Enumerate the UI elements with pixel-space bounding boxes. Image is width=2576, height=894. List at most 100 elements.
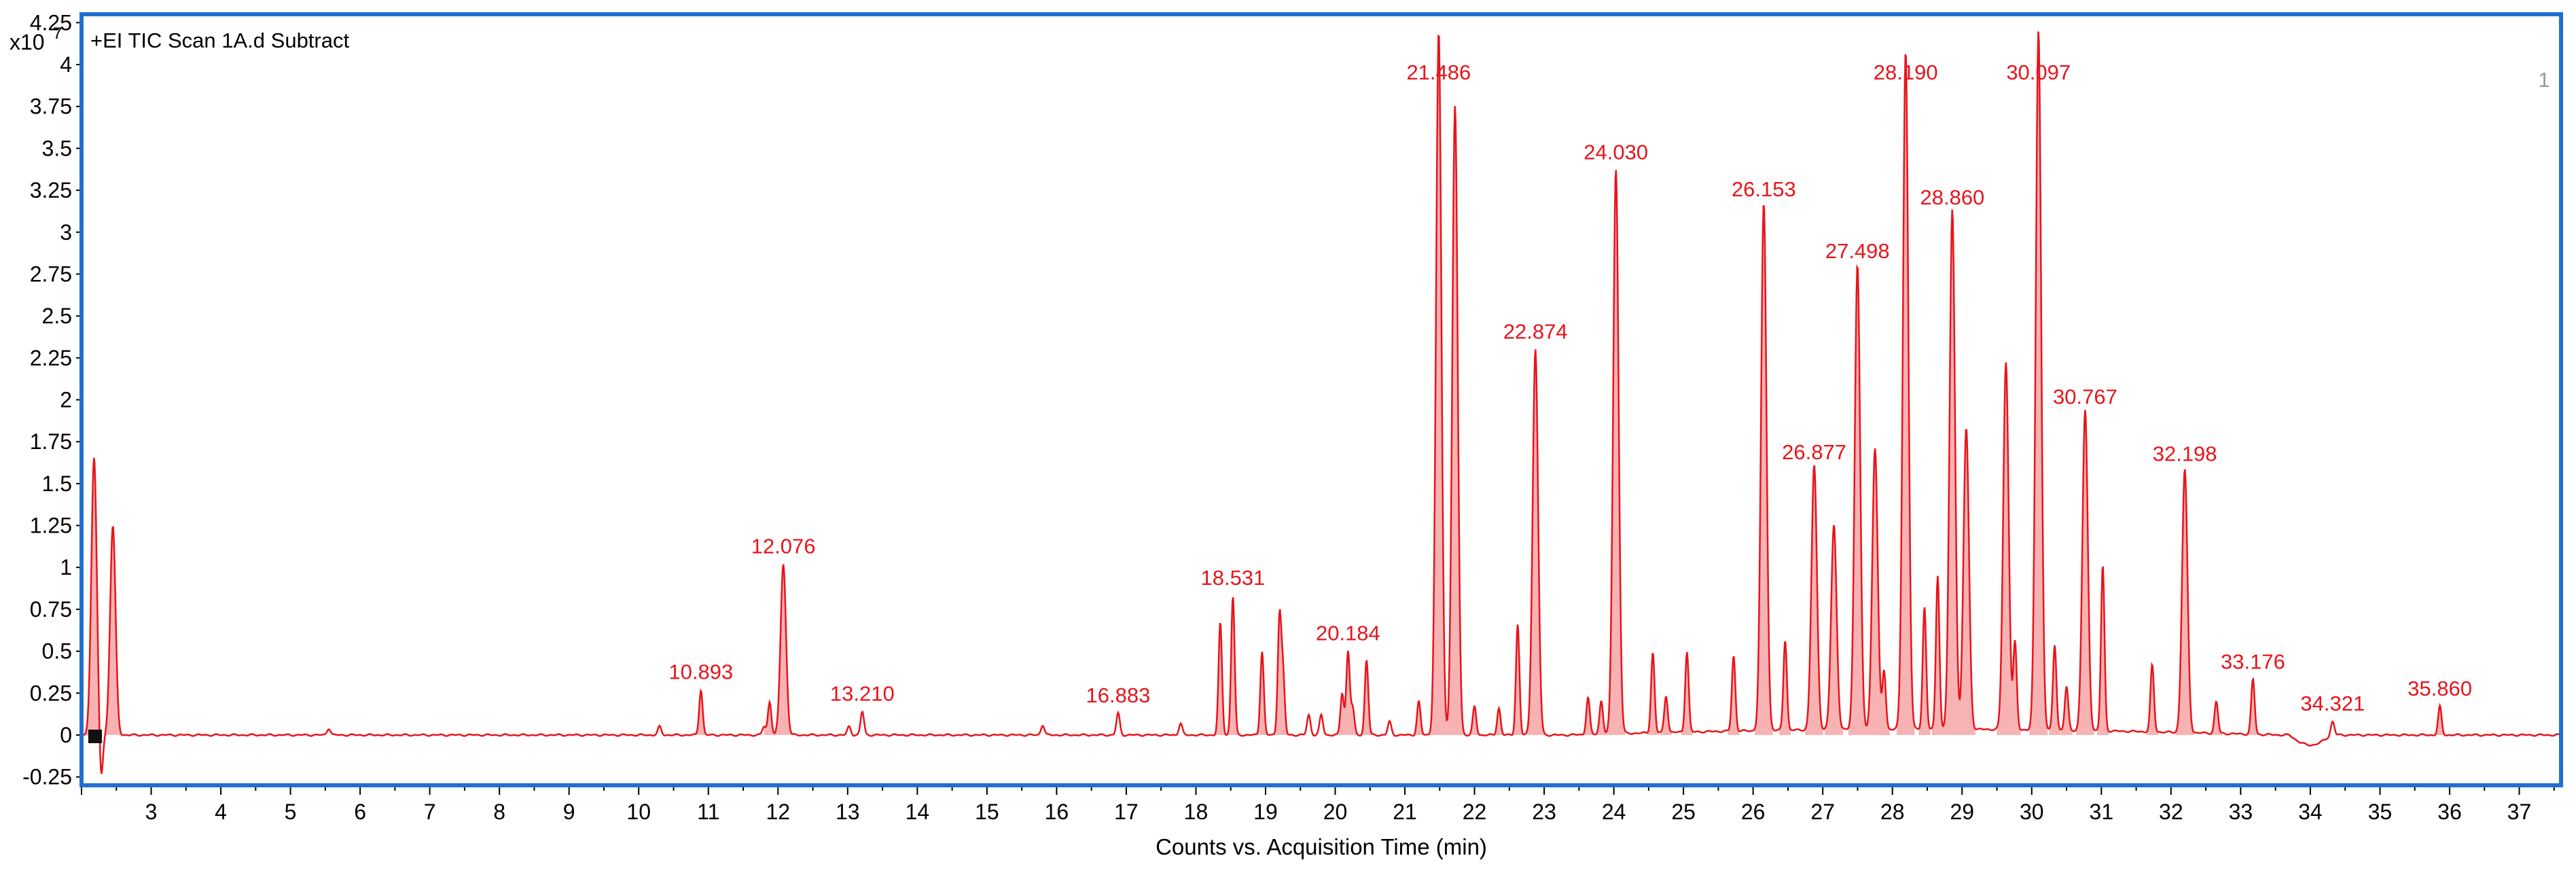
peak-area [84, 457, 103, 735]
peak-area [1607, 170, 1626, 735]
y-tick-label: 0 [60, 723, 72, 747]
x-tick-label: 17 [1114, 800, 1139, 824]
peak-label: 26.153 [1732, 177, 1796, 201]
peak-area [1492, 708, 1505, 735]
x-tick-label: 7 [424, 800, 436, 824]
peak-area [1754, 205, 1773, 735]
y-tick-label: 0.25 [30, 681, 72, 705]
plot-frame [79, 12, 2563, 787]
peak-label: 27.498 [1825, 239, 1890, 263]
x-tick-label: 5 [285, 800, 297, 824]
peak-label: 30.767 [2053, 385, 2117, 409]
x-tick-label: 21 [1393, 800, 1417, 824]
x-tick-label: 14 [906, 800, 930, 824]
peak-area [774, 564, 793, 735]
x-axis-title: Counts vs. Acquisition Time (min) [1156, 834, 1487, 859]
y-axis-ticks: -0.25 0 0.25 0.5 0.75 1 1.25 1.5 1.75 2 2.25 2.5 2.7… [22, 10, 82, 789]
y-tick-label: 3.25 [30, 178, 72, 202]
y-multiplier-base: x10 [10, 30, 45, 54]
peak-area [1361, 660, 1373, 735]
peak-area [2175, 469, 2194, 735]
x-tick-label: 9 [563, 800, 575, 824]
x-tick-label: 10 [626, 800, 651, 824]
y-tick-label: 4.25 [30, 10, 72, 35]
peak-label: 16.883 [1086, 683, 1151, 707]
x-tick-label: 20 [1323, 800, 1348, 824]
x-tick-label: 34 [2298, 800, 2323, 824]
peak-area [1878, 605, 1891, 735]
y-tick-label: 3.75 [30, 94, 72, 119]
x-tick-label: 8 [493, 800, 505, 824]
peak-area [2029, 31, 2048, 735]
peak-label: 26.877 [1782, 440, 1846, 464]
x-tick-label: 27 [1810, 800, 1835, 824]
peak-label: 28.190 [1874, 60, 1938, 84]
y-tick-label: 1.5 [42, 471, 72, 496]
x-tick-label: 18 [1184, 800, 1209, 824]
peak-label: 35.860 [2408, 677, 2472, 700]
y-tick-label: 1 [60, 555, 72, 579]
x-tick-label: 29 [1950, 800, 1974, 824]
x-tick-label: 23 [1532, 800, 1556, 824]
x-tick-label: 31 [2090, 800, 2114, 824]
y-tick-label: 4 [60, 52, 72, 77]
peak-label: 10.893 [668, 660, 733, 683]
peak-area [2433, 705, 2446, 735]
peak-area [1511, 624, 1524, 735]
y-multiplier-label: x10 7 [10, 24, 62, 54]
peak-label: 12.076 [751, 534, 816, 558]
peak-label: 21.486 [1406, 60, 1471, 84]
x-tick-label: 3 [145, 800, 158, 824]
y-tick-label: 2.75 [30, 262, 72, 286]
peak-label: 24.030 [1584, 140, 1648, 164]
peak-area [103, 527, 122, 735]
y-tick-label: 0.75 [30, 597, 72, 622]
y-tick-label: 0.5 [42, 639, 72, 664]
y-multiplier-exponent: 7 [53, 24, 62, 43]
x-tick-label: 30 [2020, 800, 2044, 824]
start-marker[interactable] [88, 730, 102, 743]
x-tick-label: 37 [2507, 800, 2532, 824]
peak-area [1896, 54, 1915, 735]
peak-label: 32.198 [2153, 442, 2217, 466]
x-tick-label: 25 [1671, 800, 1696, 824]
x-tick-label: 32 [2159, 800, 2183, 824]
y-tick-label: 1.75 [30, 429, 72, 454]
panel-title: +EI TIC Scan 1A.d Subtract [90, 29, 349, 52]
x-tick-label: 22 [1463, 800, 1487, 824]
y-tick-label: 3 [60, 220, 72, 245]
peak-label: 20.184 [1316, 622, 1380, 645]
x-tick-label: 28 [1880, 800, 1905, 824]
peak-area [1429, 35, 1448, 735]
peak-area [1412, 701, 1425, 735]
x-tick-label: 13 [836, 800, 860, 824]
peak-label: 33.176 [2221, 650, 2285, 674]
x-tick-label: 24 [1602, 800, 1626, 824]
x-tick-label: 19 [1253, 800, 1278, 824]
peak-area [1227, 597, 1239, 735]
x-tick-label: 4 [215, 800, 227, 824]
x-tick-label: 6 [354, 800, 366, 824]
peak-label: 13.210 [830, 681, 895, 705]
peak-area [1526, 349, 1545, 735]
x-tick-label: 16 [1045, 800, 1069, 824]
x-tick-label: 26 [1741, 800, 1766, 824]
peak-area [1943, 209, 1962, 735]
x-tick-label: 11 [697, 800, 719, 824]
tic-trace-line [81, 31, 2562, 774]
peak-label: 18.531 [1200, 566, 1265, 590]
peak-area [1214, 623, 1226, 735]
peak-label: 22.874 [1503, 319, 1568, 343]
x-axis-ticks: 3 4 5 6 7 8 9 10 11 12 13 14 15 16 17 18 19 20 21 22 23 24 25 2… [81, 785, 2555, 824]
y-tick-label: -0.25 [22, 765, 72, 789]
peak-label: 28.860 [1920, 185, 1984, 209]
y-tick-label: 2.25 [30, 346, 72, 370]
y-tick-label: 3.5 [42, 136, 72, 160]
x-tick-label: 36 [2437, 800, 2462, 824]
y-tick-label: 2 [60, 388, 72, 412]
peak-label: 30.097 [2006, 60, 2071, 84]
peak-labels: 10.893 12.076 13.210 16.883 18.531 20.184 21.4… [668, 60, 2472, 715]
y-tick-label: 2.5 [42, 304, 72, 328]
